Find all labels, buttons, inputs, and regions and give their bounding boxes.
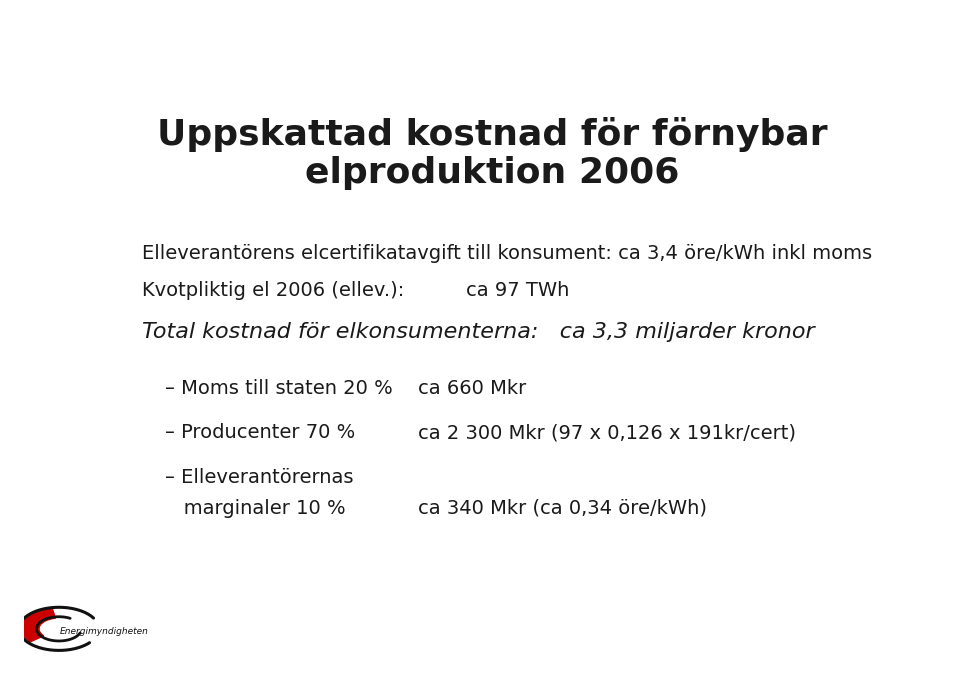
- Text: – Moms till staten 20 %: – Moms till staten 20 %: [165, 379, 393, 398]
- Text: – Producenter 70 %: – Producenter 70 %: [165, 423, 355, 442]
- Text: ca 660 Mkr: ca 660 Mkr: [418, 379, 526, 398]
- Text: ca 97 TWh: ca 97 TWh: [466, 280, 569, 300]
- Wedge shape: [21, 609, 56, 642]
- Text: ca 340 Mkr (ca 0,34 öre/kWh): ca 340 Mkr (ca 0,34 öre/kWh): [418, 499, 707, 518]
- Text: – Elleverantörernas: – Elleverantörernas: [165, 468, 353, 487]
- Text: Energimyndigheten: Energimyndigheten: [60, 627, 148, 636]
- Text: Elleverantörens elcertifikatavgift till konsument: ca 3,4 öre/kWh inkl moms: Elleverantörens elcertifikatavgift till …: [142, 245, 873, 264]
- Text: marginaler 10 %: marginaler 10 %: [165, 499, 346, 518]
- Text: Uppskattad kostnad för förnybar
elproduktion 2006: Uppskattad kostnad för förnybar elproduk…: [156, 117, 828, 190]
- Text: ca 2 300 Mkr (97 x 0,126 x 191kr/cert): ca 2 300 Mkr (97 x 0,126 x 191kr/cert): [418, 423, 796, 442]
- Text: Total kostnad för elkonsumenterna:   ca 3,3 miljarder kronor: Total kostnad för elkonsumenterna: ca 3,…: [142, 322, 815, 342]
- Text: Kvotpliktig el 2006 (ellev.):: Kvotpliktig el 2006 (ellev.):: [142, 280, 404, 300]
